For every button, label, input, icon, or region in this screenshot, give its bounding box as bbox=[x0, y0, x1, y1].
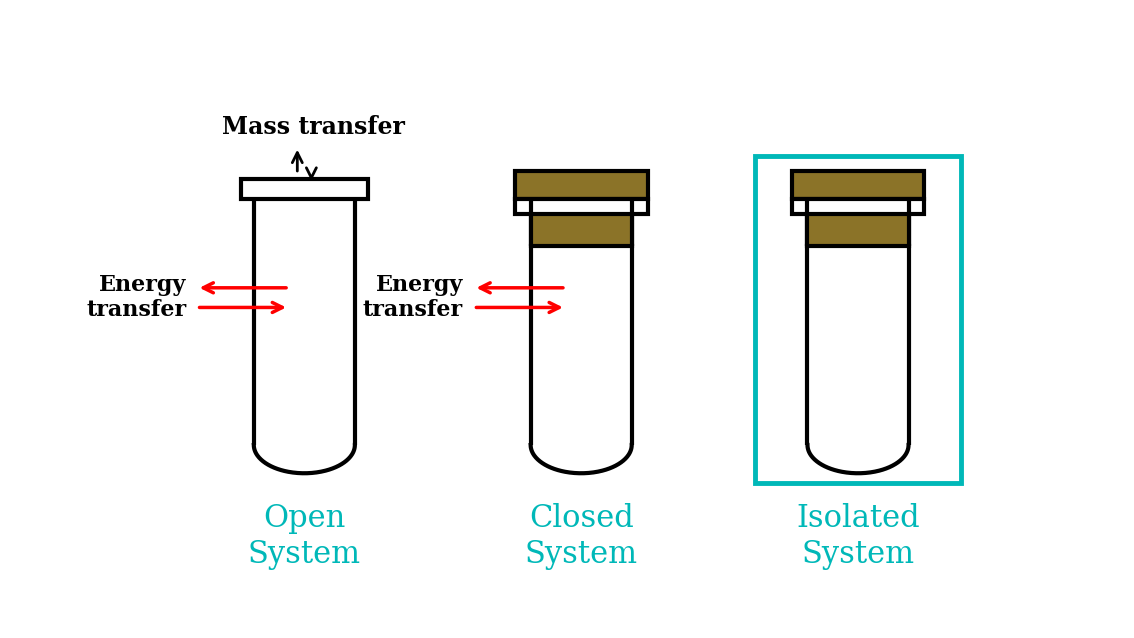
Bar bbox=[755, 156, 962, 483]
Bar bbox=[792, 199, 924, 214]
Text: Energy
transfer: Energy transfer bbox=[363, 274, 463, 322]
Bar bbox=[531, 214, 632, 246]
Text: Isolated
System: Isolated System bbox=[796, 503, 920, 570]
Bar bbox=[515, 199, 648, 214]
Bar bbox=[807, 214, 908, 246]
Bar bbox=[792, 171, 924, 199]
Bar bbox=[515, 171, 648, 199]
Text: Mass transfer: Mass transfer bbox=[221, 115, 405, 140]
Bar bbox=[240, 179, 369, 199]
Text: Closed
System: Closed System bbox=[525, 503, 637, 570]
Text: Energy
transfer: Energy transfer bbox=[86, 274, 186, 322]
Text: Open
System: Open System bbox=[247, 503, 361, 570]
